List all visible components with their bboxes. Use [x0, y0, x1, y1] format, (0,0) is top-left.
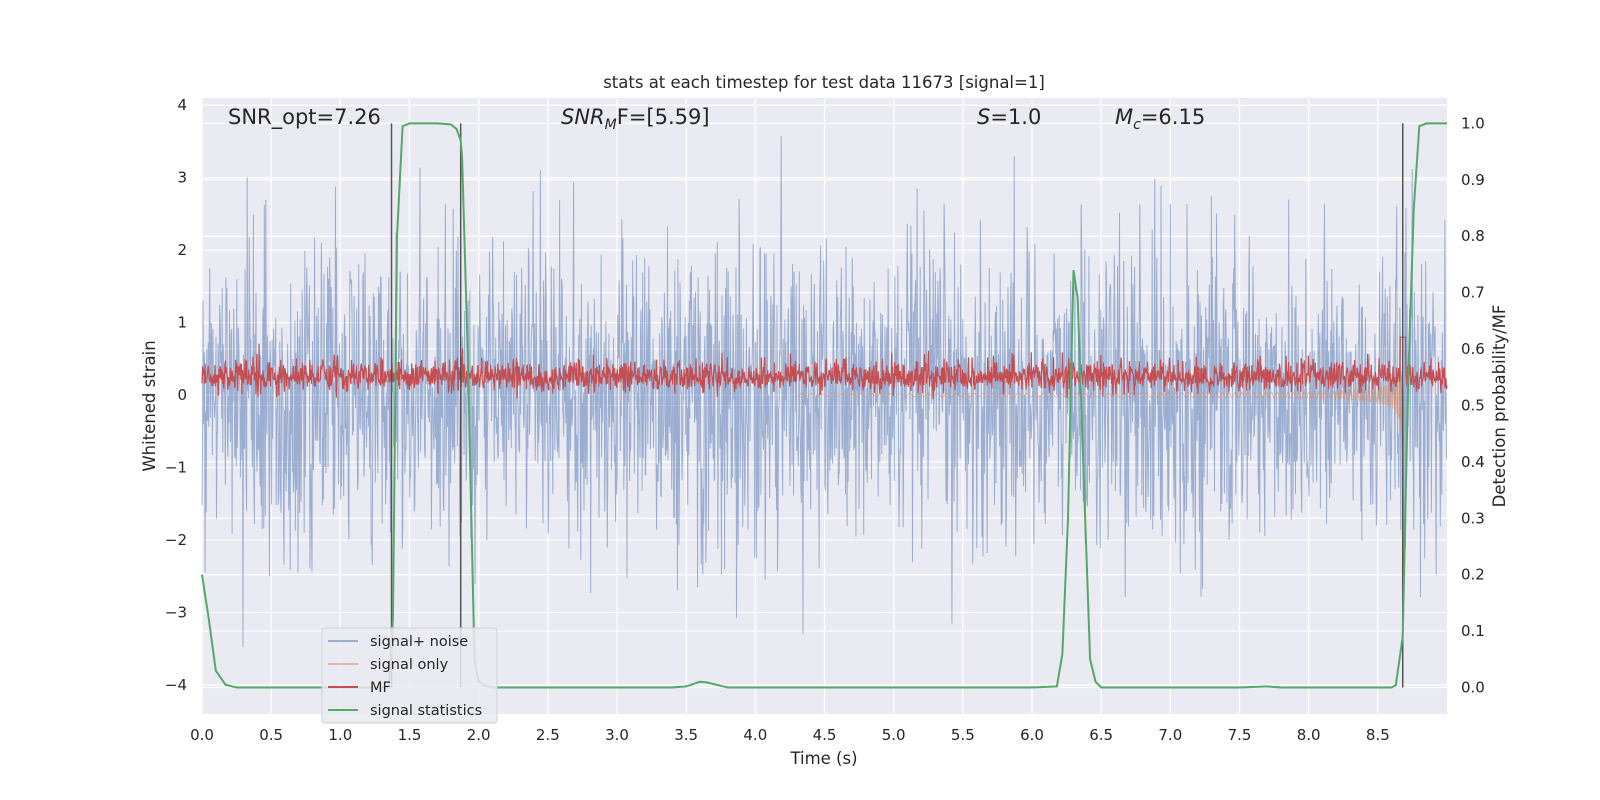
annotation-mc: Mc=6.15 [1115, 105, 1205, 133]
y-tick-label: 2 [177, 241, 187, 259]
x-tick-label: 8.0 [1297, 726, 1321, 744]
y-tick-label: −2 [165, 531, 187, 549]
series-signal-only [796, 363, 1403, 450]
x-axis-label: Time (s) [789, 749, 857, 768]
series-mf [201, 336, 1448, 400]
y-tick-label: −3 [165, 604, 187, 622]
x-tick-label: 6.5 [1089, 726, 1113, 744]
x-tick-label: 4.5 [813, 726, 837, 744]
y-tick-label: 4 [177, 96, 187, 114]
x-tick-label: 3.0 [605, 726, 629, 744]
noise-line [201, 135, 1448, 647]
y2-tick-label: 1.0 [1461, 114, 1485, 132]
y2-tick-labels: 1.0 0.9 0.8 0.7 0.6 0.5 0.4 0.3 0.2 0.1 0.0 [1461, 114, 1485, 696]
y2-tick-label: 0.0 [1461, 678, 1485, 696]
legend-label-mf: MF [370, 680, 391, 696]
x-tick-label: 1.0 [328, 726, 352, 744]
y-tick-label: 1 [177, 314, 187, 332]
series-signal-noise [201, 135, 1448, 647]
y-tick-label: 3 [177, 169, 187, 187]
annotation-snr-mf: SNRMF=[5.59] [561, 105, 710, 133]
legend: signal+ noise signal only MF signal stat… [321, 627, 498, 724]
y-tick-label: 0 [177, 386, 187, 404]
y2-tick-label: 0.9 [1461, 171, 1485, 189]
x-tick-labels: 0.0 0.5 1.0 1.5 2.0 2.5 3.0 3.5 4.0 4.5 5.0 5.5 6.0 6… [190, 726, 1390, 744]
x-tick-label: 2.0 [467, 726, 491, 744]
y-tick-label: −4 [165, 676, 187, 694]
y2-tick-label: 0.1 [1461, 622, 1485, 640]
y2-axis-label: Detection probability/MF [1490, 305, 1509, 508]
legend-box [321, 627, 498, 724]
x-tick-label: 6.0 [1020, 726, 1044, 744]
y2-tick-label: 0.6 [1461, 340, 1485, 358]
x-tick-label: 8.5 [1366, 726, 1390, 744]
x-tick-label: 1.5 [398, 726, 422, 744]
y-axis-label: Whitened strain [140, 340, 159, 471]
legend-label-noise: signal+ noise [370, 634, 468, 650]
x-tick-label: 0.0 [190, 726, 214, 744]
x-tick-label: 5.0 [882, 726, 906, 744]
x-tick-label: 7.0 [1158, 726, 1182, 744]
legend-label-signal: signal only [370, 657, 449, 673]
y2-tick-label: 0.7 [1461, 284, 1485, 302]
signal-only-line [796, 363, 1403, 450]
annotation-s: S=1.0 [977, 105, 1041, 129]
x-tick-label: 7.5 [1228, 726, 1252, 744]
x-tick-label: 0.5 [259, 726, 283, 744]
y2-tick-label: 0.3 [1461, 509, 1485, 527]
y-tick-label: −1 [165, 459, 187, 477]
x-tick-label: 3.5 [674, 726, 698, 744]
x-tick-label: 2.5 [536, 726, 560, 744]
y2-tick-label: 0.2 [1461, 566, 1485, 584]
y2-tick-label: 0.4 [1461, 453, 1485, 471]
y2-tick-label: 0.8 [1461, 227, 1485, 245]
x-tick-label: 4.0 [743, 726, 767, 744]
mf-line [201, 336, 1448, 400]
y-tick-labels: 4 3 2 1 0 −1 −2 −3 −4 [165, 96, 187, 694]
y2-tick-label: 0.5 [1461, 396, 1485, 414]
legend-label-stat: signal statistics [370, 703, 482, 719]
x-tick-label: 5.5 [951, 726, 975, 744]
chart-title: stats at each timestep for test data 116… [603, 73, 1045, 92]
annotation-snr-opt: SNR_opt=7.26 [228, 105, 381, 130]
